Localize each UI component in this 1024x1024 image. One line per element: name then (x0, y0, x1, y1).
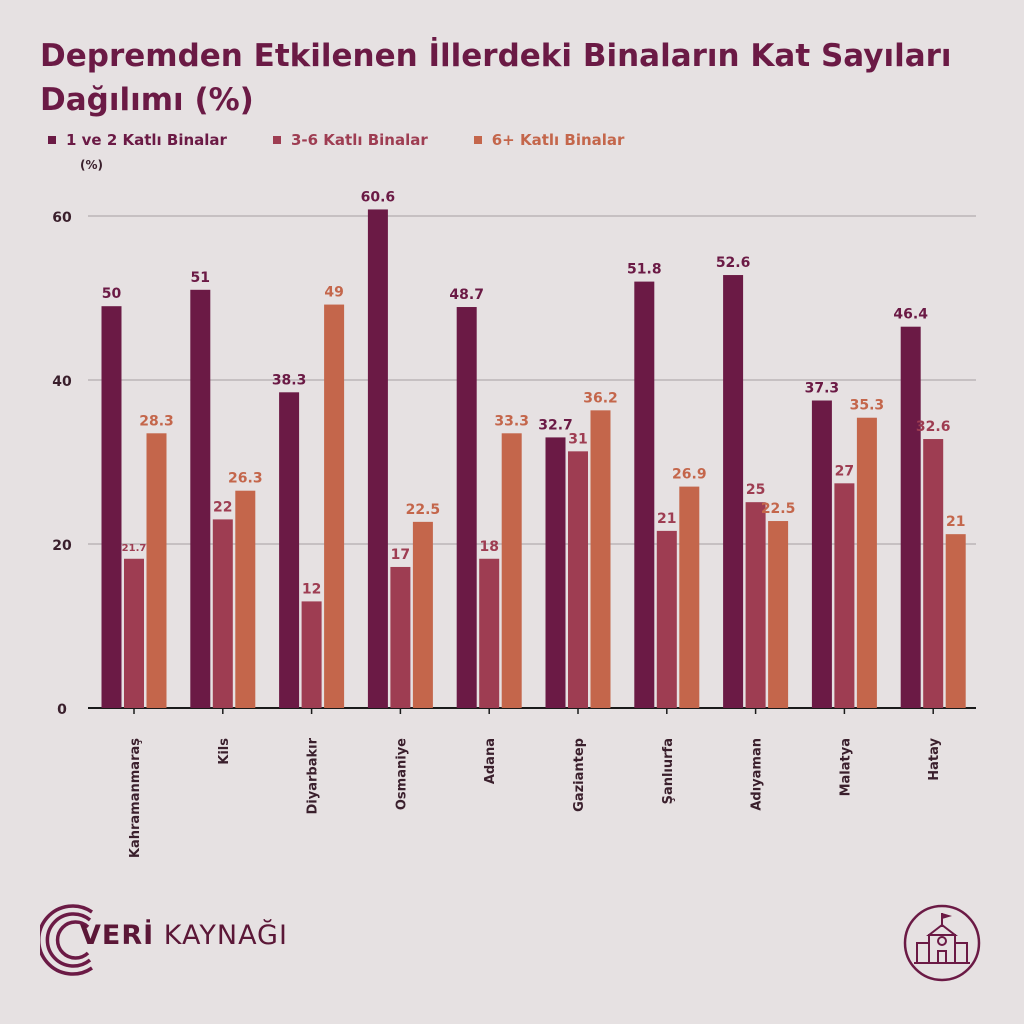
bar (745, 502, 766, 708)
bar-value-label: 49 (324, 285, 343, 301)
bar-value-label: 60.6 (361, 189, 396, 205)
bar (945, 534, 966, 708)
x-tick-label: Malatya (838, 738, 853, 796)
bar-chart: 0 20 40 60 Kahramanmaraş 50 21.7 28.3 Kils 51 22 26… (52, 189, 976, 858)
bar-value-label: 36.2 (583, 390, 618, 406)
bar (501, 433, 522, 708)
bar-value-label: 37.3 (805, 381, 840, 397)
bar-value-label: 22 (213, 499, 232, 515)
bar (656, 530, 677, 708)
legend-swatch (272, 136, 281, 144)
bar (590, 410, 611, 708)
legend-label: 1 ve 2 Katlı Binalar (66, 131, 227, 149)
bar-value-label: 25 (746, 482, 765, 498)
bar-value-label: 26.9 (672, 467, 707, 483)
x-tick-label: Adıyaman (750, 738, 765, 811)
bar (545, 437, 566, 708)
legend-item-1-2-floors: 1 ve 2 Katlı Binalar (48, 131, 227, 149)
x-tick-label: Adana (483, 738, 498, 784)
bar (279, 392, 300, 708)
bar-value-label: 21.7 (122, 543, 147, 554)
bar-value-label: 28.3 (139, 413, 174, 429)
legend: 1 ve 2 Katlı Binalar 3-6 Katlı Binalar 6… (48, 129, 624, 151)
bar-value-label: 26.3 (228, 471, 263, 487)
x-tick-label: Hatay (927, 737, 942, 780)
bar (324, 304, 345, 708)
bar (811, 400, 832, 708)
x-tick-label: Gaziantep (572, 738, 587, 812)
x-tick-label: Şanlıurfa (661, 738, 676, 804)
bar (923, 439, 944, 708)
bar-value-label: 48.7 (449, 287, 484, 303)
bar (235, 490, 256, 708)
bar (634, 281, 655, 708)
bar (900, 326, 921, 708)
bar-value-label: 27 (835, 463, 854, 479)
bar-value-label: 51.8 (627, 262, 662, 278)
bar (568, 451, 588, 708)
bar (679, 486, 700, 708)
bar-value-label: 12 (302, 581, 321, 597)
y-tick-label: 20 (52, 538, 72, 554)
bar-value-label: 17 (391, 547, 410, 563)
bar-value-label: 32.6 (916, 419, 951, 435)
bar (723, 275, 744, 708)
bar (834, 483, 855, 708)
legend-label: 3-6 Katlı Binalar (290, 131, 428, 149)
legend-item-3-6-floors: 3-6 Katlı Binalar (272, 131, 428, 149)
y-axis-unit: (%) (80, 158, 103, 172)
bar-value-label: 38.3 (272, 372, 307, 388)
bar (124, 558, 144, 708)
legend-item-6plus-floors: 6+ Katlı Binalar (473, 131, 625, 149)
legend-swatch (48, 136, 56, 144)
bar (456, 307, 477, 708)
y-tick-label: 60 (52, 210, 72, 226)
bar-value-label: 21 (657, 511, 676, 527)
bar-value-label: 35.3 (850, 398, 885, 414)
bar (101, 306, 122, 708)
bar (301, 601, 322, 708)
bar (479, 558, 500, 708)
bar-value-label: 33.3 (494, 413, 529, 429)
bar-value-label: 31 (568, 431, 587, 447)
brand-name: VERİ KAYNAĞI (80, 920, 288, 951)
bar (367, 209, 388, 708)
bar-value-label: 22.5 (761, 501, 796, 517)
bar (856, 417, 877, 708)
bar-value-label: 46.4 (893, 307, 928, 323)
y-tick-label: 0 (57, 702, 67, 718)
bar (212, 519, 233, 708)
bar (768, 521, 789, 708)
x-tick-label: Kahramanmaraş (128, 738, 143, 858)
bar-value-label: 22.5 (406, 502, 441, 518)
school-building-icon (903, 904, 981, 982)
bar (412, 521, 433, 708)
legend-label: 6+ Katlı Binalar (491, 131, 625, 149)
bar (146, 433, 167, 708)
y-tick-label: 40 (52, 374, 72, 390)
legend-swatch (473, 136, 482, 144)
bar-value-label: 21 (946, 514, 965, 530)
x-tick-label: Osmaniye (394, 738, 409, 810)
x-tick-label: Diyarbakır (306, 737, 321, 814)
chart-title: Depremden Etkilenen İllerdeki Binaların … (40, 38, 952, 118)
bar-value-label: 50 (102, 286, 122, 302)
brand-logo: VERİ KAYNAĞI (37, 900, 300, 980)
x-tick-label: Kils (217, 738, 232, 765)
bar (190, 289, 211, 708)
bar-value-label: 52.6 (716, 255, 751, 271)
bar-value-label: 51 (191, 270, 210, 286)
bar-value-label: 32.7 (538, 417, 573, 433)
bar (390, 566, 411, 708)
bar-value-label: 18 (479, 539, 498, 555)
